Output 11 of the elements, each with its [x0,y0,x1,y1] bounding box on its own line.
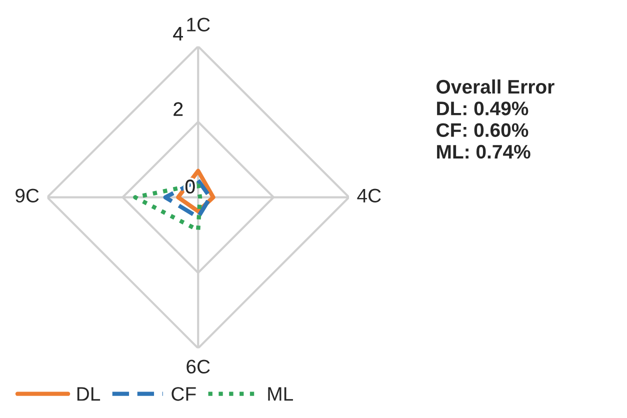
legend-label: ML [268,387,293,401]
text: Overall Error DL: 0.49% CF: 0.60% ML: 0.74% [436,79,554,159]
spoke-label: 4C [357,188,381,203]
y-tick-label: 2 [174,102,183,116]
spoke-label: 6C [186,360,210,374]
legend-label: CF [172,387,196,401]
spoke-label: 1C [187,18,210,32]
y-tick-label: 0 [185,180,195,194]
y-tick-label: 4 [173,26,183,40]
legend-label: DL [77,387,100,401]
spoke-label: 9C [16,188,39,203]
